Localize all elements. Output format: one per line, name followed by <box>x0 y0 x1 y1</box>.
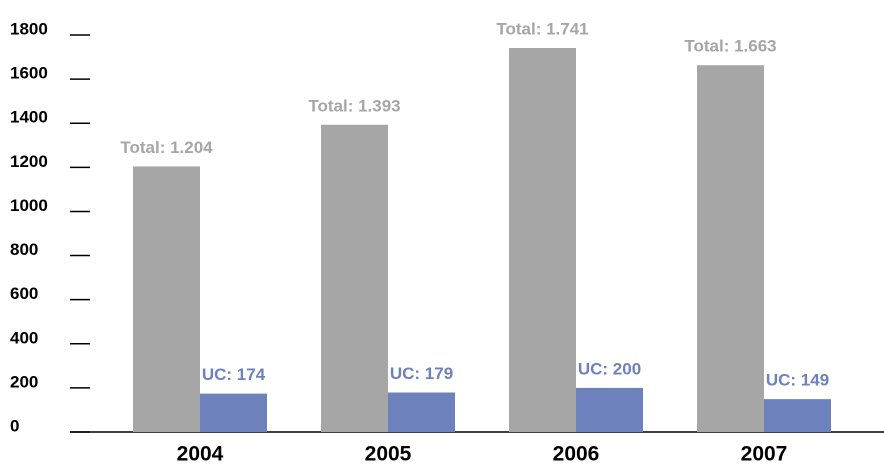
bar <box>509 48 576 432</box>
y-tick-label: 400 <box>10 328 38 347</box>
value-label: UC: 200 <box>578 359 641 378</box>
bar <box>133 166 200 432</box>
y-tick-label: 1000 <box>10 196 48 215</box>
y-tick-label: 0 <box>10 416 19 435</box>
value-label: UC: 179 <box>390 364 453 383</box>
value-label: UC: 149 <box>766 371 829 390</box>
value-label: UC: 174 <box>202 365 266 384</box>
bar <box>321 124 388 432</box>
bar <box>697 65 764 432</box>
y-tick-label: 1400 <box>10 108 48 127</box>
y-tick-label: 600 <box>10 284 38 303</box>
y-tick-label: 1800 <box>10 19 48 38</box>
x-tick-label: 2006 <box>553 443 600 466</box>
value-label: Total: 1.393 <box>308 96 400 115</box>
value-label: Total: 1.741 <box>496 19 588 38</box>
bar <box>200 393 267 432</box>
y-tick-label: 800 <box>10 240 38 259</box>
bar <box>388 392 455 432</box>
value-label: Total: 1.663 <box>684 37 776 56</box>
value-label: Total: 1.204 <box>120 138 213 157</box>
y-tick-label: 1200 <box>10 152 48 171</box>
y-tick-label: 1600 <box>10 64 48 83</box>
x-tick-label: 2005 <box>365 443 412 466</box>
x-tick-label: 2004 <box>177 443 224 466</box>
y-tick-label: 200 <box>10 372 38 391</box>
x-tick-label: 2007 <box>741 443 788 466</box>
bar <box>576 387 643 432</box>
bar <box>764 399 831 432</box>
